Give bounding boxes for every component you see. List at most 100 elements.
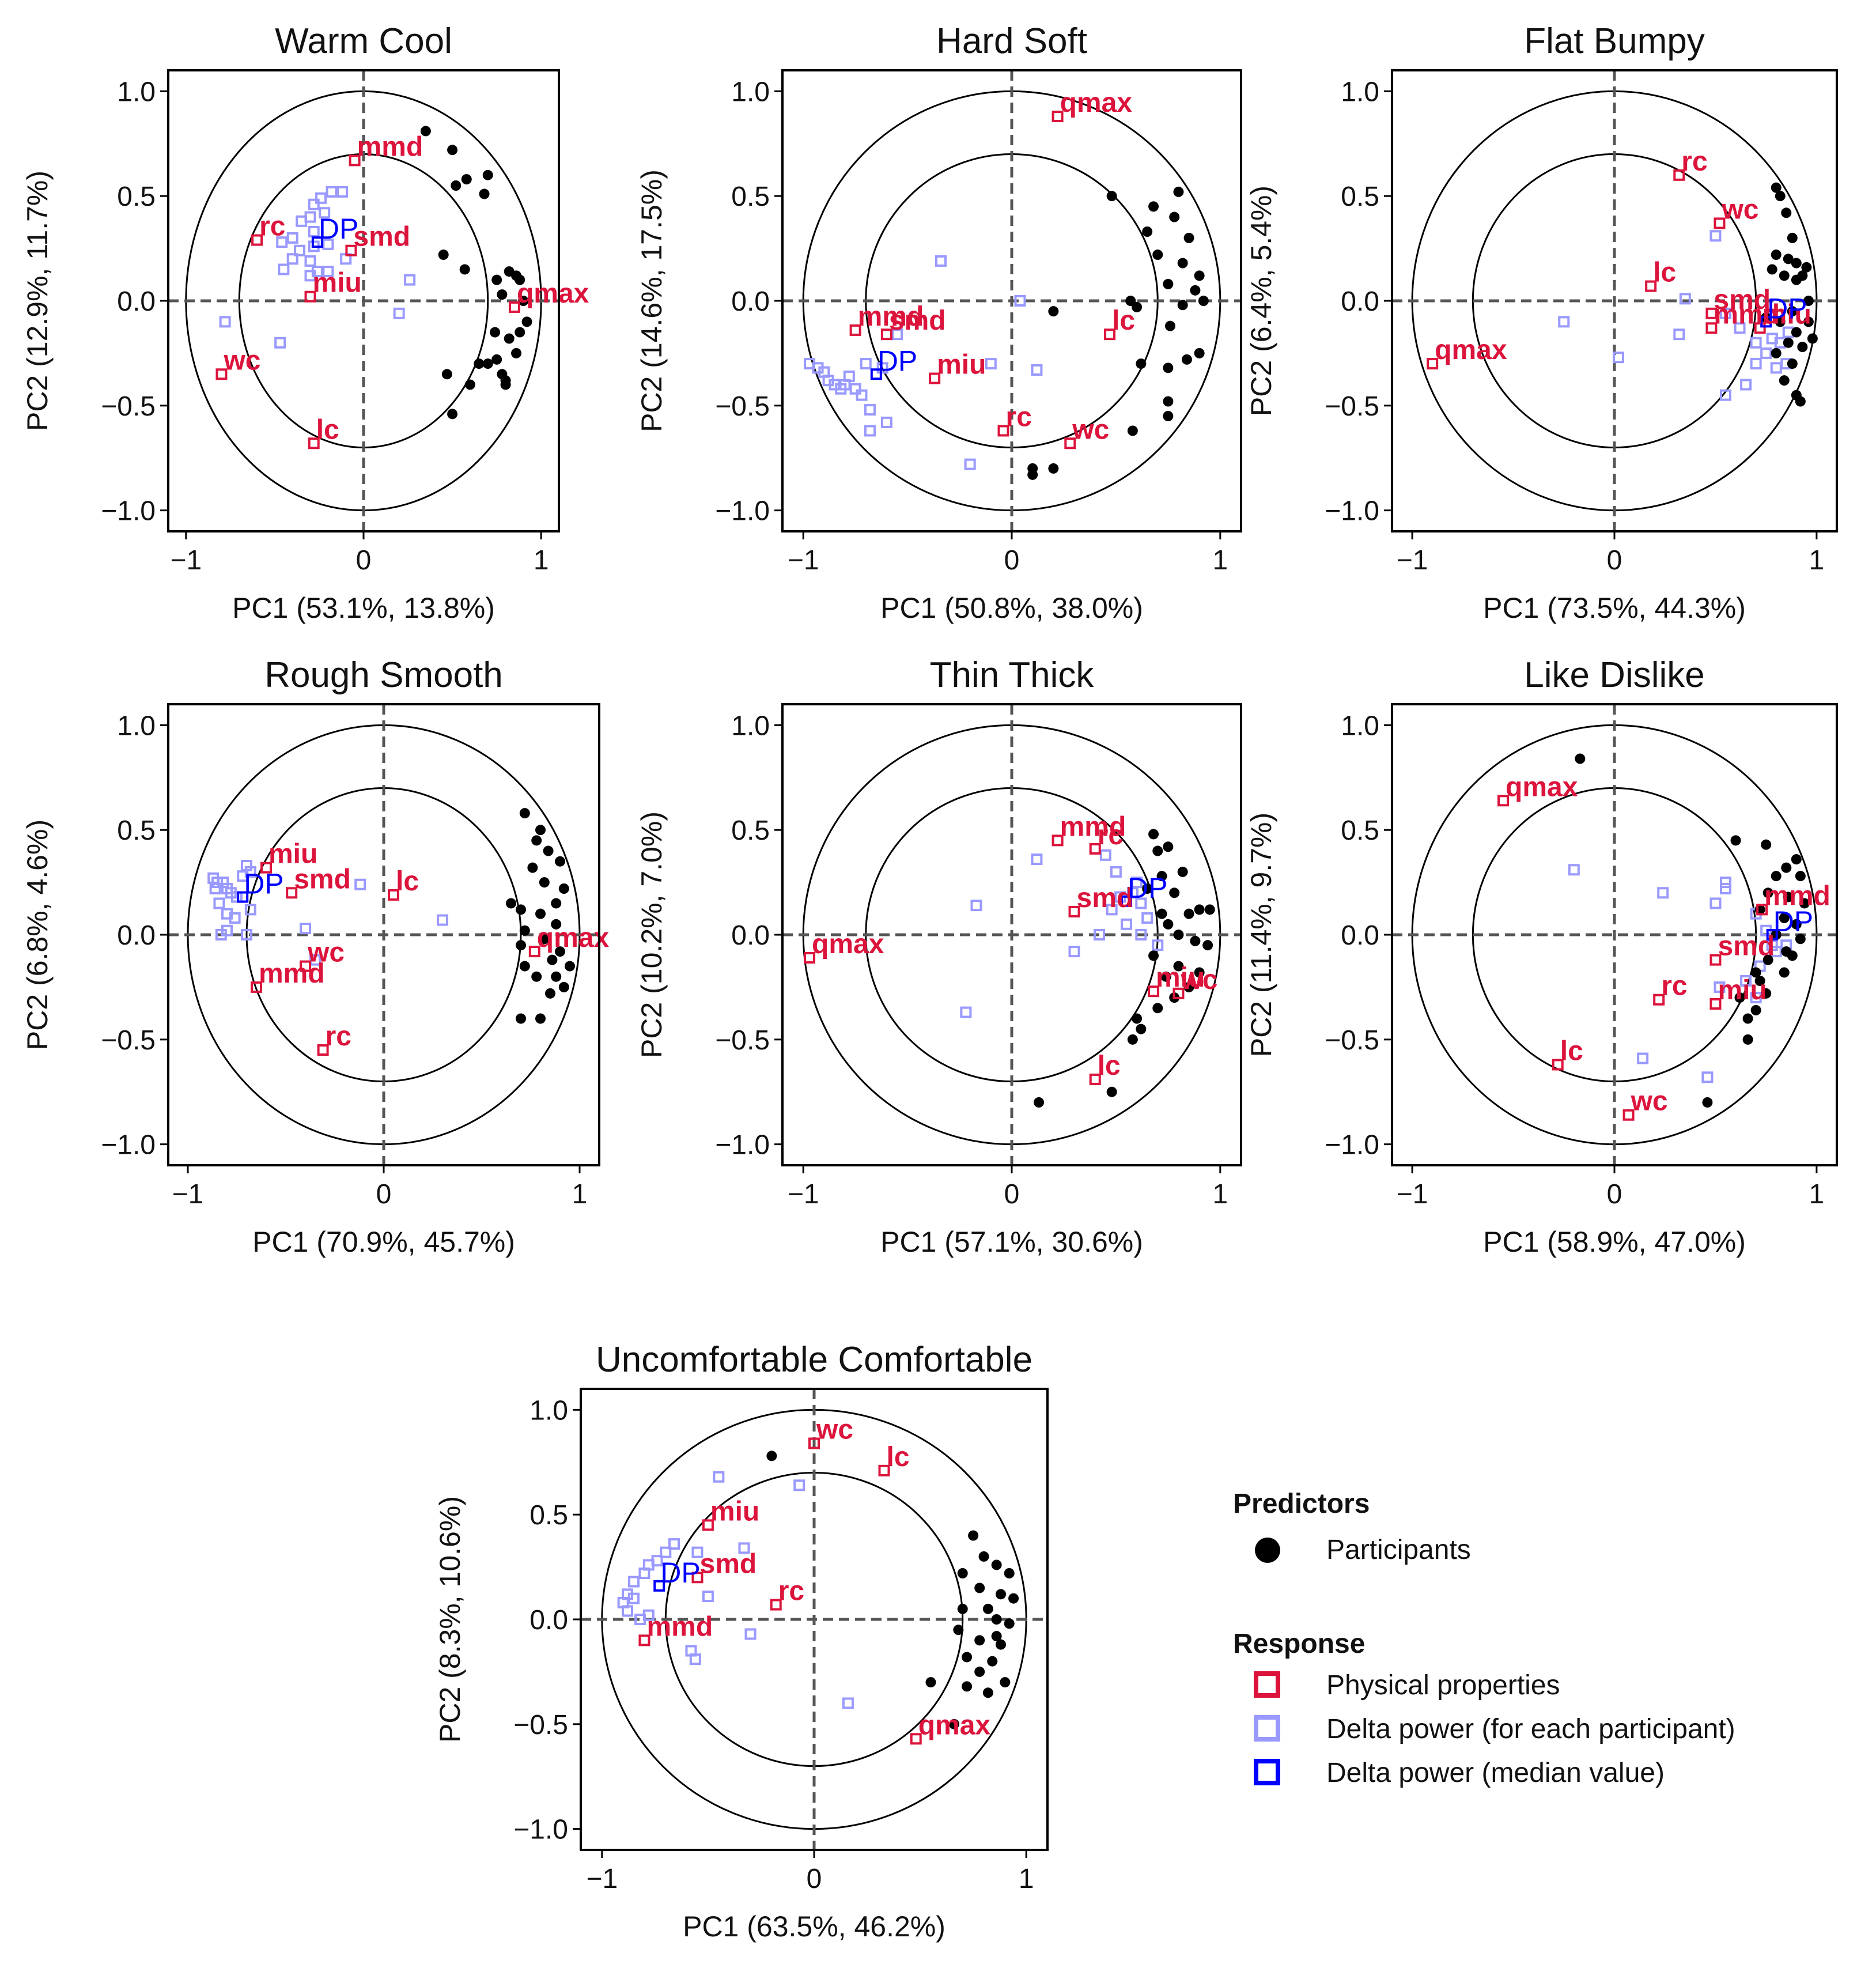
x-tick-label: −1 [788,1179,819,1210]
participant-point [1795,871,1806,882]
participant-point [518,296,529,306]
physical-property-label: lc [887,1442,910,1472]
physical-property-label: rc [778,1576,804,1607]
x-tick-label: −1 [170,545,202,576]
physical-property-label: qmax [1506,772,1578,802]
delta-power-marker [935,255,947,267]
participant-point [521,316,532,327]
participant-point [1771,348,1782,358]
participant-point [1795,934,1806,945]
physical-property-marker [308,437,320,450]
physical-property-label: qmax [537,923,610,953]
legend-delta-each-label: Delta power (for each participant) [1326,1714,1735,1744]
x-tick-label: 0 [807,1864,822,1894]
participant-point [1801,262,1812,273]
pca-panel: mmd rc smd miu qmax wc lc DP −1 0 1 −1.0 −0.5 0.0 0.5 1… [21,21,589,624]
x-tick-label: 1 [572,1179,588,1210]
physical-property-label: rc [1006,402,1032,432]
y-axis-label: PC2 (11.4%, 9.7%) [1245,813,1277,1057]
x-tick-label: −1 [1397,1179,1428,1210]
participant-point [991,1614,1002,1625]
delta-power-marker [404,274,416,286]
participant-point [957,1603,968,1614]
y-tick-label: 1.0 [529,1395,568,1426]
physical-property-marker [808,1437,820,1449]
x-axis-label: PC1 (50.8%, 38.0%) [880,592,1143,624]
delta-power-marker [1135,897,1147,909]
x-tick-label: 1 [1809,1179,1825,1210]
participant-point [1202,940,1213,951]
participant-point [1177,258,1188,269]
physical-property-marker [508,301,520,313]
panel-title: Like Dislike [1524,655,1705,695]
delta-power-marker [1750,992,1762,1004]
delta-power-median-label: DP [1773,905,1813,938]
x-axis-label: PC1 (70.9%, 45.7%) [252,1226,515,1258]
physical-property-label: wc [816,1415,853,1445]
physical-property-label: rc [1681,146,1707,177]
delta-power-marker [309,954,321,966]
participant-point [1781,207,1792,218]
delta-power-marker [1106,904,1118,916]
y-tick-label: −1.0 [715,496,770,527]
physical-property-marker [1052,834,1064,847]
physical-property-label: smd [294,864,351,894]
delta-power-marker [1558,316,1570,328]
participant-point [516,940,526,951]
physical-property-marker [1709,998,1722,1010]
participant-point [1190,285,1201,296]
participant-point [1008,1593,1019,1604]
y-tick-label: 0.0 [731,920,770,951]
participant-point [1142,226,1153,237]
delta-power-marker [1740,975,1752,987]
participant-point [551,898,562,909]
participant-point [539,877,550,888]
delta-power-marker [1770,946,1782,958]
participant-point [1761,988,1772,999]
participant-point [515,274,525,285]
participant-point [515,327,525,338]
physical-property-marker [1653,994,1665,1006]
participant-point [1164,320,1175,331]
delta-power-marker [829,379,841,391]
participant-point [1004,1568,1015,1578]
participant-point [974,1582,985,1593]
delta-power-median-label: DP [1767,292,1807,324]
delta-power-marker [880,416,892,428]
participant-point [558,883,569,894]
y-tick-label: 0.0 [1341,920,1379,951]
plot-area [782,704,1241,1165]
delta-power-median-marker [311,236,323,248]
participant-point [1779,967,1790,978]
y-tick-label: −1.0 [513,1815,568,1845]
participant-point [491,274,502,285]
delta-power-marker [308,226,320,237]
y-tick-label: 0.0 [731,286,770,317]
delta-power-marker [1121,918,1132,930]
participant-point [1169,211,1180,222]
delta-power-marker [660,1546,672,1558]
x-tick-label: 0 [1607,545,1622,576]
physical-property-marker [528,946,540,958]
participant-point [551,971,562,982]
participant-point [1771,250,1782,260]
participant-point [1148,950,1159,961]
delta-power-median-label: DP [878,345,917,377]
physical-property-marker [1427,358,1439,370]
delta-power-marker [1657,887,1669,899]
participant-point [1173,186,1184,197]
participant-point [962,1652,973,1663]
delta-power-marker [744,1628,757,1640]
physical-property-label: lc [1098,1051,1121,1081]
delta-power-marker [1637,1052,1649,1064]
y-tick-label: 1.0 [117,77,156,107]
participant-point [551,919,562,930]
delta-power-marker [689,1653,701,1665]
participant-point [527,862,538,873]
physical-property-label: mmd [1714,299,1780,330]
panel-title: Rough Smooth [264,655,503,695]
delta-power-marker [1701,1071,1714,1083]
participant-point [1183,908,1194,919]
participant-point [1803,316,1814,327]
